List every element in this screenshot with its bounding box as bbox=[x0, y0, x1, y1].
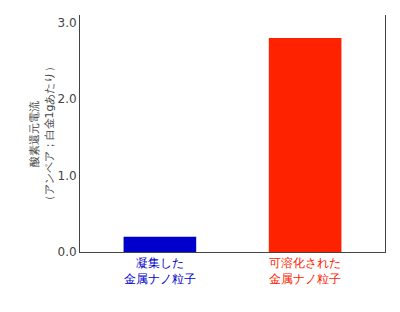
svg-text:1.0: 1.0 bbox=[58, 169, 77, 183]
svg-text:0.0: 0.0 bbox=[58, 245, 77, 259]
svg-text:可溶化された金属ナノ粒子: 可溶化された金属ナノ粒子 bbox=[269, 256, 341, 286]
svg-text:酸素還元電流（アンペア；白金1gあたり）: 酸素還元電流（アンペア；白金1gあたり） bbox=[28, 61, 55, 207]
svg-text:3.0: 3.0 bbox=[58, 16, 77, 30]
svg-text:2.0: 2.0 bbox=[58, 92, 77, 106]
svg-text:凝集した金属ナノ粒子: 凝集した金属ナノ粒子 bbox=[124, 256, 196, 286]
